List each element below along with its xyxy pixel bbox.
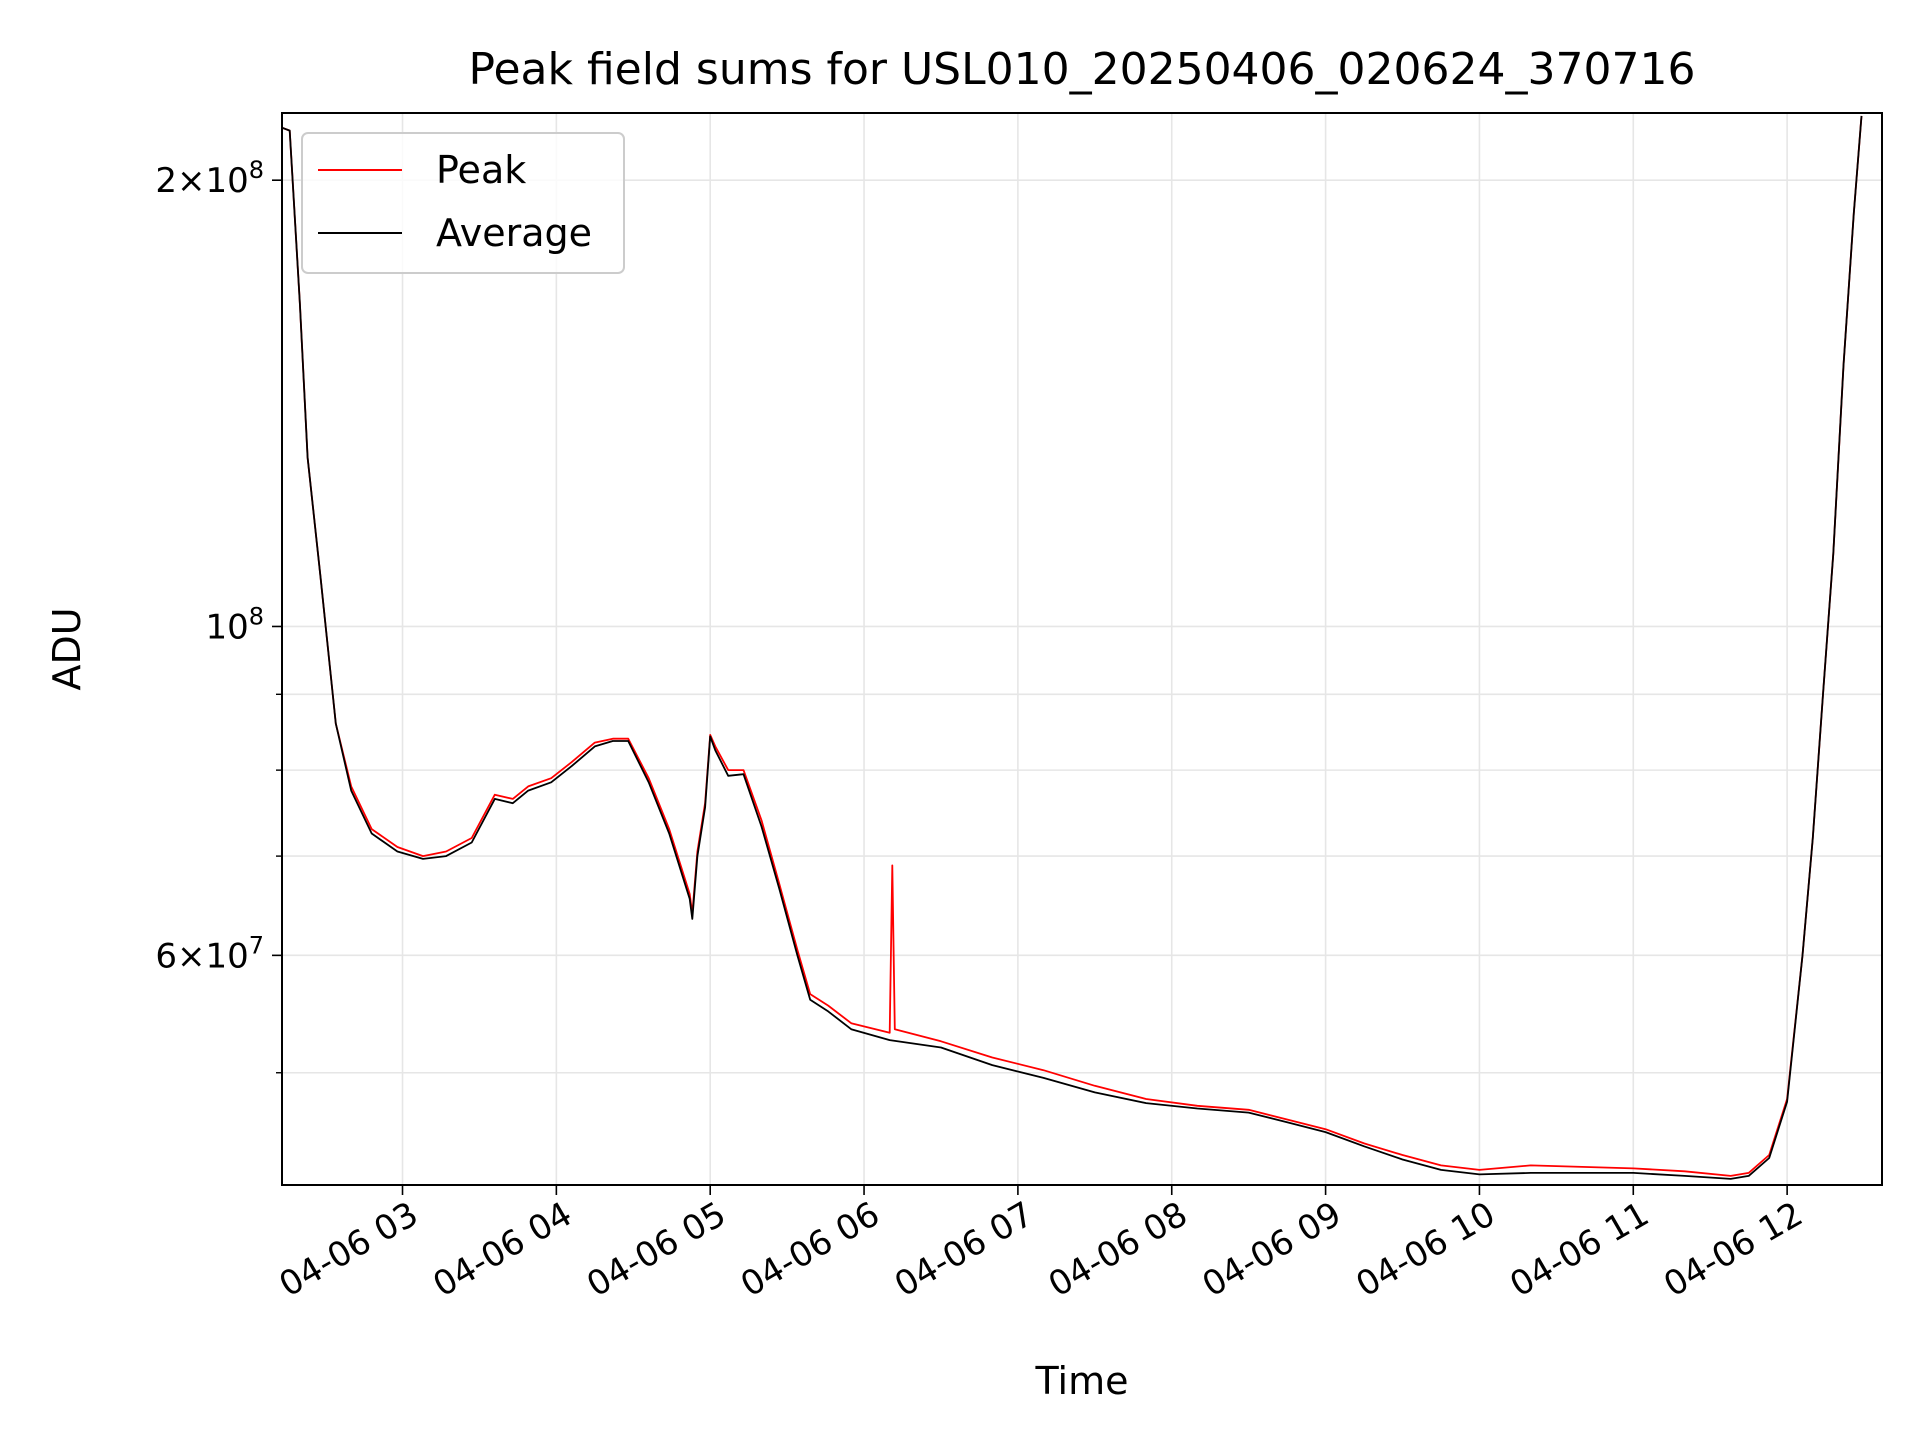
legend-label-peak: Peak [436,148,526,192]
chart-title: Peak field sums for USL010_20250406_0206… [469,44,1696,95]
x-axis-label: Time [1035,1359,1129,1403]
series-line-peak [282,115,1863,1177]
plot-frame [281,112,1883,1186]
y-tick-label: 2×108 [155,156,264,201]
y-tick-label: 108 [205,602,264,647]
series-layer [282,115,1863,1180]
grid [282,113,1882,1185]
y-tick-label: 6×107 [155,931,264,976]
y-axis: 2×108 108 6×107 [155,156,282,1074]
series-line-average [282,115,1863,1180]
y-axis-label: ADU [45,607,89,690]
legend: Peak Average [301,132,625,274]
legend-box [301,132,625,274]
legend-label-average: Average [436,211,592,255]
